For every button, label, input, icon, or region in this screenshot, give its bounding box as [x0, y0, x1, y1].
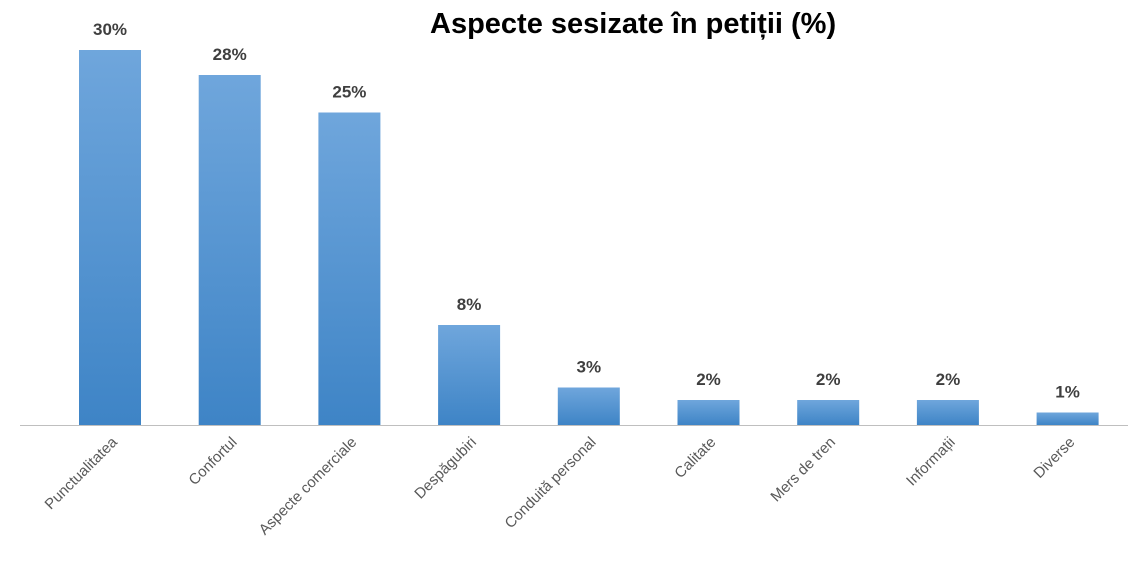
bar — [916, 400, 979, 425]
category-label: Calitate — [671, 434, 719, 482]
bar — [677, 400, 740, 425]
bar — [557, 387, 620, 425]
data-label: 1% — [1055, 383, 1080, 402]
category-label: Punctualitatea — [42, 433, 122, 513]
data-label: 3% — [577, 358, 602, 377]
data-label: 28% — [213, 45, 247, 64]
bar — [198, 75, 261, 425]
category-label: Mers de tren — [767, 434, 839, 506]
bar — [438, 325, 501, 425]
category-label: Aspecte comerciale — [256, 434, 361, 539]
data-label: 2% — [936, 370, 961, 389]
category-label: Informații — [903, 434, 959, 490]
data-label: 2% — [816, 370, 841, 389]
data-label: 30% — [93, 20, 127, 39]
category-label: Confortul — [185, 434, 240, 489]
data-label: 2% — [696, 370, 721, 389]
category-label: Conduită personal — [502, 434, 600, 532]
data-label: 8% — [457, 295, 482, 314]
bar — [79, 50, 141, 425]
chart-title: Aspecte sesizate în petiții (%) — [430, 8, 837, 40]
data-label: 25% — [332, 83, 366, 102]
bar — [318, 112, 381, 425]
category-label: Despăgubiri — [411, 434, 480, 503]
bar — [1036, 412, 1099, 425]
bar — [797, 400, 860, 425]
category-label: Diverse — [1030, 434, 1078, 482]
